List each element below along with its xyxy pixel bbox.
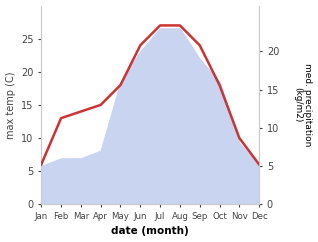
Y-axis label: max temp (C): max temp (C)	[5, 71, 16, 139]
Y-axis label: med. precipitation
(kg/m2): med. precipitation (kg/m2)	[293, 63, 313, 147]
X-axis label: date (month): date (month)	[111, 227, 189, 236]
